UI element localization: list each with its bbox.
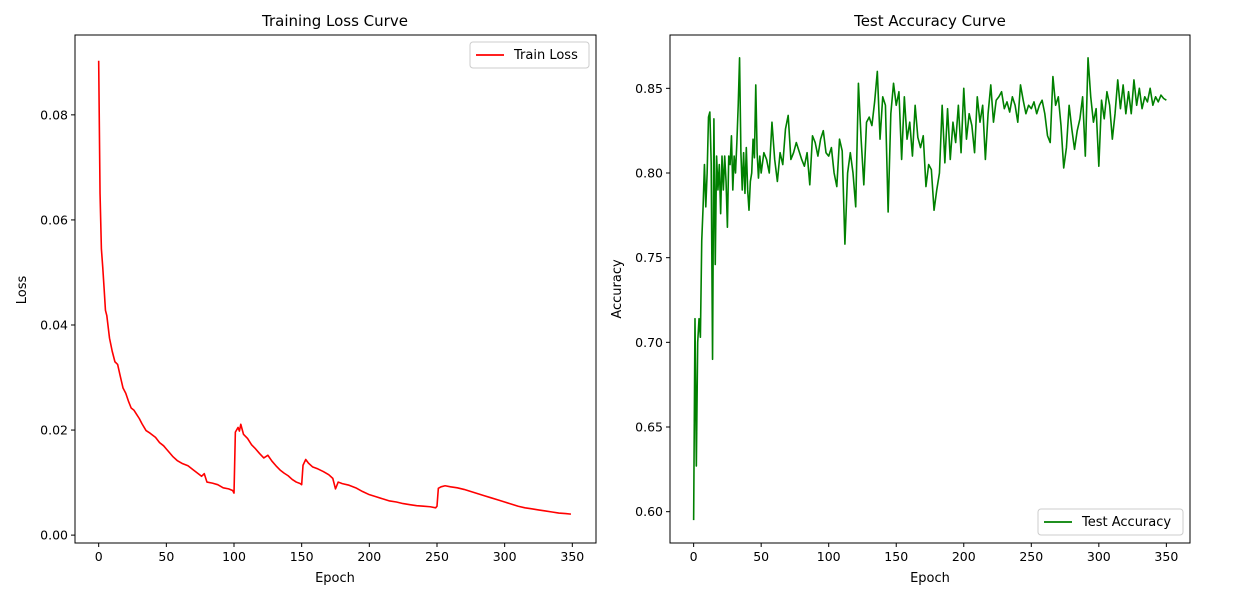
y-axis-label: Loss xyxy=(15,276,30,305)
y-tick-label: 0.70 xyxy=(635,335,663,350)
test-accuracy-chart: Test Accuracy Curve Epoch Accuracy 0 50 10… xyxy=(610,12,1191,586)
plot-area-frame xyxy=(74,34,597,544)
x-tick-label: 350 xyxy=(1154,549,1178,564)
y-tick-label: 0.75 xyxy=(635,250,663,265)
axis-ticks: 0 50 100 150 200 250 300 350 0.60 0.65 0.70 0.75 0.8… xyxy=(635,81,1178,564)
x-tick-label: 250 xyxy=(425,549,449,564)
x-tick-label: 300 xyxy=(493,549,517,564)
y-tick-label: 0.85 xyxy=(635,81,663,96)
x-tick-label: 150 xyxy=(884,549,908,564)
series-lines xyxy=(692,57,1167,521)
legend-label-test-accuracy: Test Accuracy xyxy=(1081,515,1171,530)
x-tick-label: 150 xyxy=(290,549,314,564)
x-axis-label: Epoch xyxy=(315,571,355,586)
y-axis-label: Accuracy xyxy=(610,259,625,319)
series-line-test-accuracy xyxy=(692,57,1167,521)
legend-label-train-loss: Train Loss xyxy=(513,48,578,63)
x-tick-label: 200 xyxy=(357,549,381,564)
y-tick-label: 0.04 xyxy=(40,317,68,332)
plot-area-frame xyxy=(669,34,1191,544)
y-tick-label: 0.60 xyxy=(635,504,663,519)
y-tick-label: 0.80 xyxy=(635,166,663,181)
x-tick-label: 250 xyxy=(1019,549,1043,564)
x-tick-label: 0 xyxy=(95,549,103,564)
y-tick-label: 0.00 xyxy=(40,528,68,543)
x-tick-label: 50 xyxy=(158,549,174,564)
legend-box xyxy=(469,41,590,69)
legend-box xyxy=(1037,508,1184,536)
x-tick-label: 200 xyxy=(952,549,976,564)
y-tick-label: 0.08 xyxy=(40,107,68,122)
chart-title: Test Accuracy Curve xyxy=(853,12,1006,30)
y-tick-label: 0.65 xyxy=(635,420,663,435)
series-line-train-loss xyxy=(97,60,572,515)
axis-ticks: 0 50 100 150 200 250 300 350 0.00 0.02 0.04 0.06 0.0… xyxy=(40,107,584,564)
chart-title: Training Loss Curve xyxy=(261,12,408,30)
legend: Train Loss xyxy=(469,41,590,69)
x-tick-label: 100 xyxy=(222,549,246,564)
series-lines xyxy=(97,60,572,515)
training-loss-chart: Training Loss Curve Epoch Loss 0 50 100 150… xyxy=(15,12,597,586)
y-tick-label: 0.02 xyxy=(40,423,68,438)
x-axis-label: Epoch xyxy=(910,571,950,586)
x-tick-label: 0 xyxy=(690,549,698,564)
legend: Test Accuracy xyxy=(1037,508,1184,536)
x-tick-label: 300 xyxy=(1087,549,1111,564)
y-tick-label: 0.06 xyxy=(40,212,68,227)
x-tick-label: 50 xyxy=(753,549,769,564)
x-tick-label: 100 xyxy=(817,549,841,564)
x-tick-label: 350 xyxy=(560,549,584,564)
